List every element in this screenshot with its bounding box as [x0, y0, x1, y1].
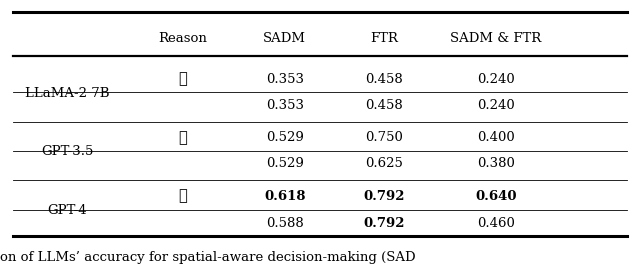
Text: 0.240: 0.240: [477, 73, 515, 86]
Text: 0.588: 0.588: [266, 217, 303, 230]
Text: 0.400: 0.400: [477, 131, 515, 144]
Text: 0.240: 0.240: [477, 99, 515, 112]
Text: 0.380: 0.380: [477, 157, 515, 170]
Text: on of LLMs’ accuracy for spatial-aware decision-making (SAD: on of LLMs’ accuracy for spatial-aware d…: [0, 250, 415, 264]
Text: GPT-4: GPT-4: [47, 204, 87, 217]
Text: 0.750: 0.750: [365, 131, 403, 144]
Text: 0.792: 0.792: [364, 190, 404, 203]
Text: FTR: FTR: [370, 32, 398, 45]
Text: ✓: ✓: [178, 131, 187, 145]
Text: 0.460: 0.460: [477, 217, 515, 230]
Text: 0.353: 0.353: [266, 99, 304, 112]
Text: ✓: ✓: [178, 73, 187, 86]
Text: 0.458: 0.458: [365, 73, 403, 86]
Text: 0.625: 0.625: [365, 157, 403, 170]
Text: 0.529: 0.529: [266, 131, 304, 144]
Text: 0.618: 0.618: [264, 190, 305, 203]
Text: SADM & FTR: SADM & FTR: [451, 32, 541, 45]
Text: 0.792: 0.792: [364, 217, 404, 230]
Text: SADM: SADM: [263, 32, 307, 45]
Text: 0.640: 0.640: [476, 190, 516, 203]
Text: LLaMA-2 7B: LLaMA-2 7B: [25, 87, 109, 100]
Text: Reason: Reason: [158, 32, 207, 45]
Text: 0.529: 0.529: [266, 157, 304, 170]
Text: GPT-3.5: GPT-3.5: [41, 145, 93, 158]
Text: 0.458: 0.458: [365, 99, 403, 112]
Text: 0.353: 0.353: [266, 73, 304, 86]
Text: ✓: ✓: [178, 190, 187, 204]
